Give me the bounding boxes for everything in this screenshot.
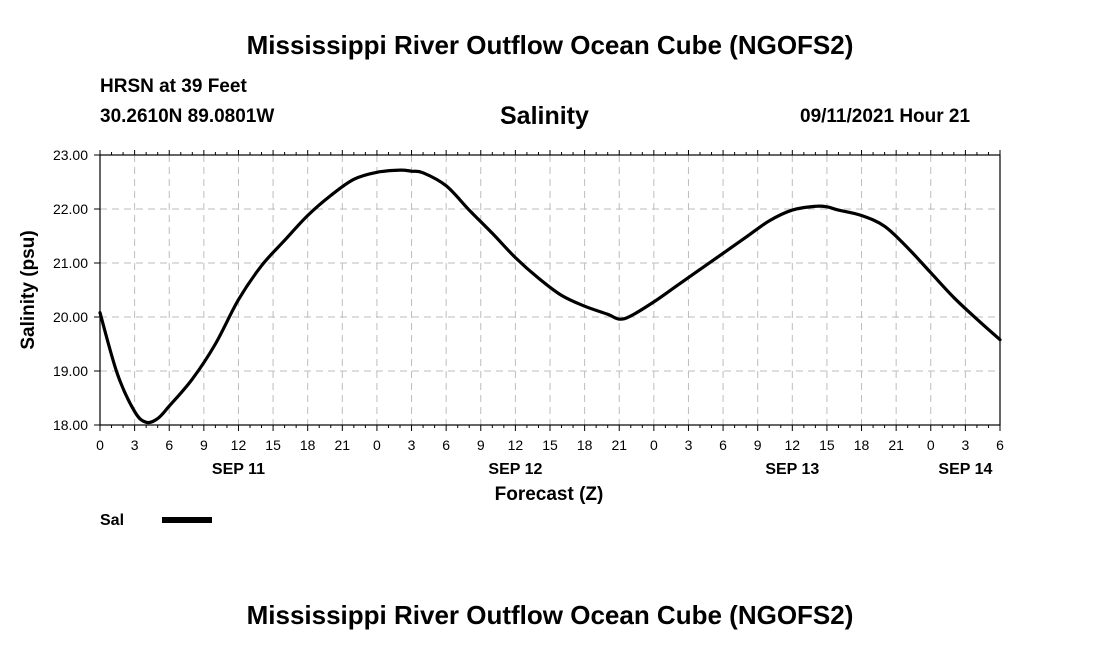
- plot-frame: [99, 154, 1001, 426]
- chart-title-top: Mississippi River Outflow Ocean Cube (NG…: [246, 30, 854, 60]
- x-tick-label: 15: [542, 437, 558, 453]
- x-tick-label: 0: [927, 437, 935, 453]
- x-tick-label: 0: [96, 437, 104, 453]
- legend: Sal: [100, 512, 212, 529]
- x-tick-label: 12: [508, 437, 524, 453]
- y-axis-label: Salinity (psu): [18, 230, 39, 349]
- date-label: SEP 13: [765, 461, 819, 478]
- x-tick-label: 0: [373, 437, 381, 453]
- x-axis-label: Forecast (Z): [495, 484, 604, 505]
- legend-swatch: [162, 517, 212, 523]
- y-tick-label: 20.00: [53, 309, 88, 325]
- legend-label: Sal: [100, 512, 124, 529]
- x-tick-label: 3: [685, 437, 693, 453]
- axis-ticks: [94, 150, 1001, 431]
- x-tick-label: 3: [131, 437, 139, 453]
- y-tick-label: 21.00: [53, 255, 88, 271]
- x-tick-label: 15: [265, 437, 281, 453]
- variable-title: Salinity: [500, 102, 589, 130]
- x-tick-label: 9: [477, 437, 485, 453]
- x-tick-label: 6: [996, 437, 1004, 453]
- x-tick-label: 18: [577, 437, 593, 453]
- x-tick-label: 12: [785, 437, 801, 453]
- x-tick-label: 9: [200, 437, 208, 453]
- x-tick-label: 15: [819, 437, 835, 453]
- run-time-label: 09/11/2021 Hour 21: [800, 106, 971, 127]
- date-label: SEP 11: [212, 461, 265, 478]
- chart-title-bottom: Mississippi River Outflow Ocean Cube (NG…: [246, 600, 854, 630]
- x-tick-label: 6: [719, 437, 727, 453]
- x-tick-label: 18: [300, 437, 316, 453]
- x-tick-label: 6: [442, 437, 450, 453]
- tick-labels: 18.00 19.00 20.00 21.00 22.00 23.00 0 3 6 9 12 15 18…: [53, 147, 1004, 478]
- date-label: SEP 14: [938, 461, 992, 478]
- y-tick-label: 18.00: [53, 417, 88, 433]
- station-label: HRSN at 39 Feet: [100, 76, 247, 97]
- x-tick-label: 12: [231, 437, 247, 453]
- x-tick-label: 9: [754, 437, 762, 453]
- date-label: SEP 12: [488, 461, 542, 478]
- series-line-sal: [98, 168, 1002, 425]
- x-tick-label: 21: [611, 437, 627, 453]
- y-tick-label: 23.00: [53, 147, 88, 163]
- y-tick-label: 22.00: [53, 201, 88, 217]
- x-tick-label: 3: [961, 437, 969, 453]
- x-tick-label: 21: [335, 437, 351, 453]
- x-tick-label: 3: [408, 437, 416, 453]
- x-tick-label: 21: [888, 437, 904, 453]
- coordinates-label: 30.2610N 89.0801W: [100, 106, 275, 127]
- y-tick-label: 19.00: [53, 363, 88, 379]
- x-tick-label: 6: [165, 437, 173, 453]
- x-tick-label: 0: [650, 437, 658, 453]
- grid-lines: [100, 155, 1000, 425]
- x-tick-label: 18: [854, 437, 870, 453]
